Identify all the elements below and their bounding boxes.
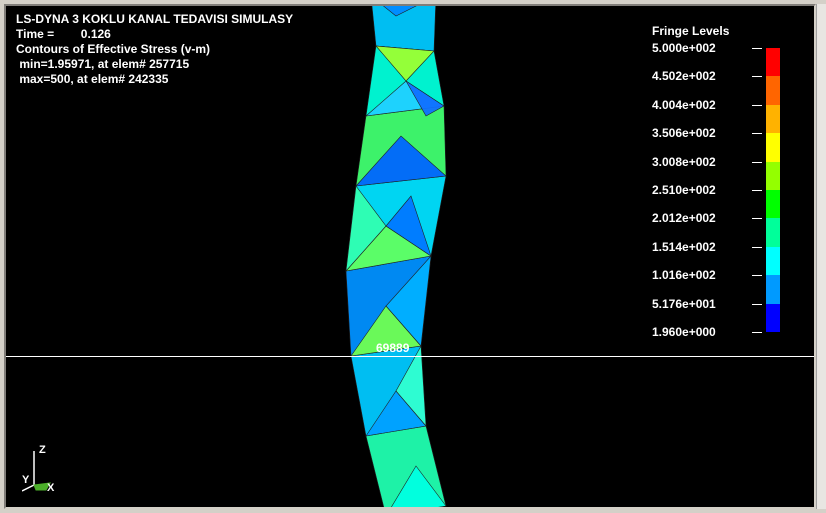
fringe-value: 2.510e+002 bbox=[652, 184, 752, 196]
fringe-swatch bbox=[766, 133, 780, 161]
fringe-value: 1.960e+000 bbox=[652, 326, 752, 338]
fringe-value: 4.502e+002 bbox=[652, 70, 752, 82]
fringe-swatch bbox=[766, 190, 780, 218]
stress-max: max=500, at elem# 242335 bbox=[16, 72, 168, 86]
fringe-swatch bbox=[766, 218, 780, 246]
axis-z-label: Z bbox=[39, 444, 46, 456]
fringe-value: 3.506e+002 bbox=[652, 127, 752, 139]
fringe-value: 3.008e+002 bbox=[652, 156, 752, 168]
fringe-tick bbox=[752, 218, 762, 219]
fringe-swatch bbox=[766, 304, 780, 332]
viewport-border: 69889 LS-DYNA 3 KOKLU KANAL TEDAVISI SIM… bbox=[4, 4, 816, 509]
element-id-label: 69889 bbox=[376, 341, 409, 355]
fringe-tick bbox=[752, 190, 762, 191]
simulation-info: LS-DYNA 3 KOKLU KANAL TEDAVISI SIMULASY … bbox=[16, 12, 293, 87]
fringe-swatch bbox=[766, 76, 780, 104]
fringe-row: 1.960e+000 bbox=[652, 332, 802, 360]
sim-time: Time = 0.126 bbox=[16, 27, 111, 41]
fringe-value: 5.000e+002 bbox=[652, 42, 752, 54]
fringe-value: 1.514e+002 bbox=[652, 241, 752, 253]
fringe-value: 4.004e+002 bbox=[652, 99, 752, 111]
fringe-legend: Fringe Levels 5.000e+002 4.502e+002 4.004e… bbox=[652, 24, 802, 360]
fringe-tick bbox=[752, 162, 762, 163]
fringe-value: 5.176e+001 bbox=[652, 298, 752, 310]
fringe-tick bbox=[752, 48, 762, 49]
fringe-swatch bbox=[766, 247, 780, 275]
sim-title: LS-DYNA 3 KOKLU KANAL TEDAVISI SIMULASY bbox=[16, 12, 293, 26]
fringe-tick bbox=[752, 247, 762, 248]
fea-mesh bbox=[316, 6, 496, 507]
stress-min: min=1.95971, at elem# 257715 bbox=[16, 57, 189, 71]
fringe-swatch bbox=[766, 105, 780, 133]
fringe-tick bbox=[752, 275, 762, 276]
fringe-title: Fringe Levels bbox=[652, 24, 802, 38]
fringe-swatch bbox=[766, 48, 780, 76]
coordinate-axis-triad: Z Y X bbox=[22, 443, 82, 493]
fringe-swatch bbox=[766, 162, 780, 190]
fringe-value: 1.016e+002 bbox=[652, 269, 752, 281]
fringe-swatch bbox=[766, 275, 780, 303]
vertical-scrollbar[interactable] bbox=[816, 4, 826, 509]
contour-type: Contours of Effective Stress (v-m) bbox=[16, 42, 210, 56]
fringe-tick bbox=[752, 105, 762, 106]
fringe-tick bbox=[752, 133, 762, 134]
fringe-value: 2.012e+002 bbox=[652, 212, 752, 224]
axis-y-label: Y bbox=[22, 474, 30, 486]
axis-x-label: X bbox=[47, 482, 55, 493]
fringe-tick bbox=[752, 332, 762, 333]
fringe-tick bbox=[752, 304, 762, 305]
render-viewport[interactable]: 69889 LS-DYNA 3 KOKLU KANAL TEDAVISI SIM… bbox=[6, 6, 814, 507]
fringe-tick bbox=[752, 76, 762, 77]
